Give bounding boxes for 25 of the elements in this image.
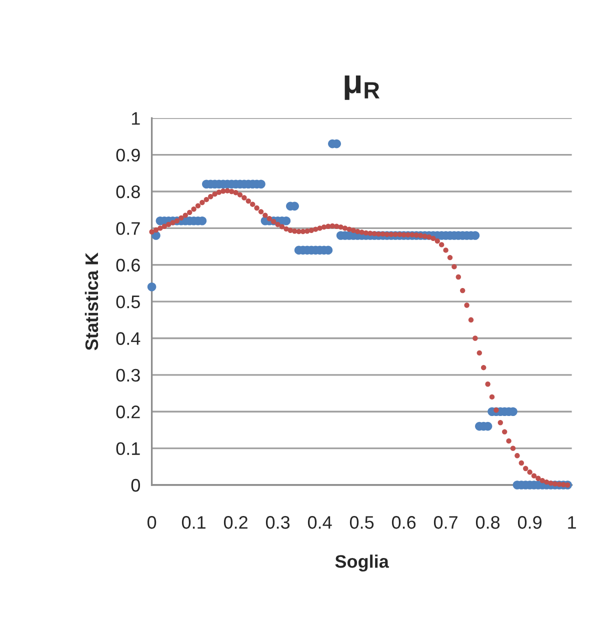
x-tick-label: 1 <box>568 516 576 529</box>
y-tick-label: 0.5 <box>116 295 140 308</box>
x-tick-label: 0.2 <box>224 516 248 529</box>
y-tick-label: 0.1 <box>116 442 140 456</box>
y-tick-label: 0.7 <box>116 222 140 235</box>
y-tick-label: 0 <box>131 478 140 492</box>
x-tick-label: 0 <box>147 516 156 529</box>
x-tick-label: 0.8 <box>476 516 500 529</box>
x-tick-label: 0.4 <box>308 516 332 529</box>
y-axis-title: Statistica K <box>84 252 98 350</box>
x-tick-label: 0.6 <box>392 516 416 529</box>
x-tick-label: 0.9 <box>518 516 542 529</box>
y-tick-label: 0.8 <box>116 185 140 198</box>
y-tick-label: 1 <box>132 112 140 125</box>
x-tick-label: 0.3 <box>266 516 290 529</box>
y-tick-label: 0.2 <box>116 406 140 418</box>
y-tick-label: 0.9 <box>116 148 140 162</box>
x-tick-label: 0.1 <box>182 516 206 529</box>
y-tick-label: 0.6 <box>116 258 140 272</box>
y-tick-label: 0.3 <box>116 368 140 382</box>
chart-title: μ$_{R}$ <box>344 75 380 100</box>
x-tick-label: 0.7 <box>434 516 458 529</box>
y-tick-label: 0.4 <box>116 332 140 345</box>
x-axis-title: Soglia <box>335 554 390 572</box>
x-tick-label: 0.5 <box>350 516 374 529</box>
